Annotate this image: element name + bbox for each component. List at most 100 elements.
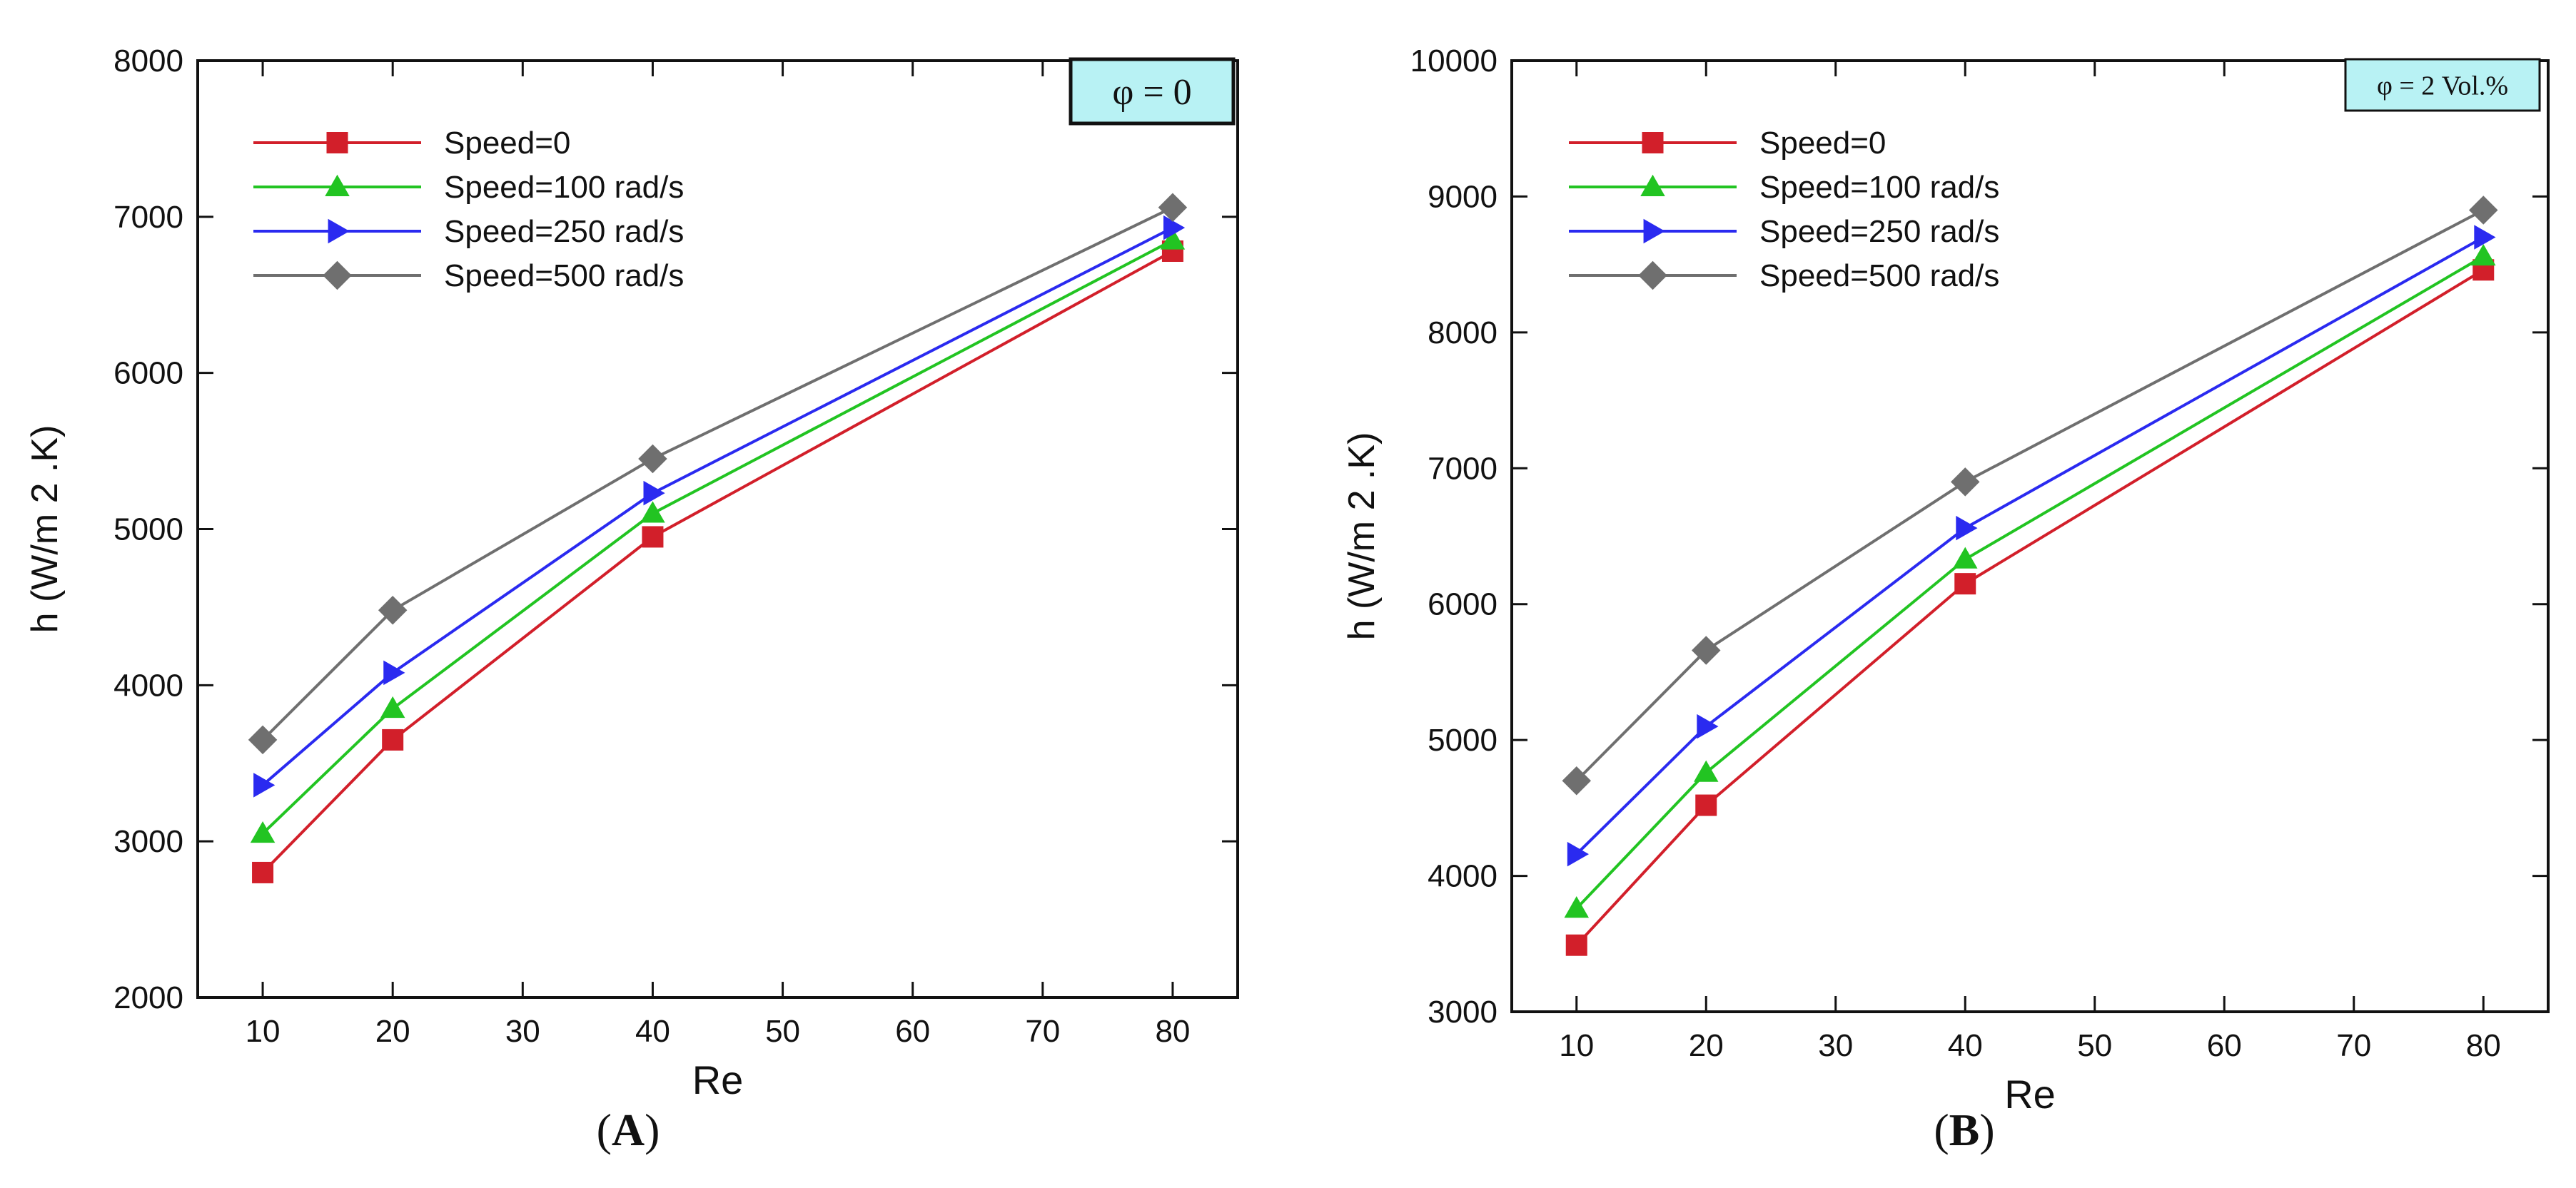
series-line (1575, 208, 2485, 782)
data-point (253, 773, 276, 798)
series-0 (1565, 259, 2495, 956)
data-point (250, 821, 276, 843)
y-tick-label: 4000 (113, 668, 183, 703)
series-line (261, 250, 1173, 874)
y-tick-label: 2000 (113, 980, 183, 1015)
data-point (1567, 841, 1589, 867)
data-point (1956, 515, 1978, 541)
series-line (1575, 268, 2485, 947)
data-point (642, 526, 664, 548)
legend: Speed=0 Speed=100 rad/s Speed=250 rad/s Spe… (253, 126, 684, 293)
y-tick-label: 5000 (1428, 723, 1497, 758)
x-tick-label: 50 (2077, 1028, 2112, 1063)
series-3 (248, 193, 1188, 755)
x-tick-label: 50 (765, 1014, 800, 1049)
data-point (1694, 760, 1719, 782)
phi-annotation-box (1069, 57, 1236, 126)
phi-annotation-text: φ = 2 Vol.% (2377, 71, 2508, 101)
series-3 (1562, 196, 2498, 796)
series-line (1575, 235, 2485, 856)
series-0 (252, 240, 1183, 883)
legend-marker (323, 260, 352, 290)
y-tick-label: 5000 (113, 512, 183, 547)
legend-marker (1642, 132, 1664, 153)
y-tick-label: 3000 (1428, 995, 1497, 1030)
legend-label: Speed=0 (444, 126, 570, 161)
legend-label: Speed=0 (1759, 126, 1886, 161)
series-line (261, 226, 1173, 786)
chart-panel-a: 10 20 30 40 50 60 70 80 2000 3000 4000 5000 6000 7000… (24, 44, 1239, 1155)
legend-marker (1643, 218, 1665, 244)
series-line (261, 205, 1173, 741)
y-tick-label: 9000 (1428, 179, 1497, 214)
series-2 (1567, 225, 2496, 867)
data-point (1695, 794, 1717, 816)
y-tick-label: 10000 (1410, 44, 1497, 78)
data-point (2471, 243, 2496, 266)
data-point (378, 596, 408, 625)
y-axis-label: h (W/m 2 .K) (1341, 432, 1383, 641)
data-point (643, 480, 665, 506)
series-line (261, 238, 1173, 835)
y-tick-label: 8000 (113, 44, 183, 78)
data-point (1692, 636, 1721, 665)
data-point (1158, 193, 1188, 222)
legend-label: Speed=250 rad/s (1759, 214, 1999, 249)
legend-marker (326, 132, 348, 153)
data-point (383, 660, 405, 686)
data-point (1564, 896, 1589, 918)
plot-frame (196, 59, 1239, 999)
data-point (2469, 196, 2498, 225)
x-tick-label: 70 (2336, 1028, 2371, 1063)
phi-annotation-text: φ = 0 (1112, 72, 1191, 113)
x-tick-label: 20 (1689, 1028, 1724, 1063)
data-point (1565, 934, 1587, 956)
y-tick-label: 7000 (1428, 451, 1497, 486)
data-point (1697, 714, 1719, 739)
y-tick-label: 4000 (1428, 859, 1497, 894)
y-tick-label: 6000 (113, 356, 183, 391)
x-tick-label: 10 (246, 1014, 281, 1049)
legend-marker (1638, 260, 1667, 290)
y-tick-label: 8000 (1428, 315, 1497, 350)
y-axis-label: h (W/m 2 .K) (24, 425, 66, 634)
plot-frame (1510, 59, 2550, 1013)
series-line (1575, 255, 2485, 910)
data-point (1163, 215, 1186, 240)
x-axis-label: Re (692, 1057, 744, 1102)
phi-annotation-box (2344, 58, 2541, 112)
x-tick-label: 80 (2466, 1028, 2501, 1063)
legend-label: Speed=100 rad/s (444, 170, 684, 205)
legend-marker (328, 218, 350, 244)
legend-marker (1640, 174, 1665, 196)
data-point (2474, 225, 2496, 250)
data-point (252, 861, 274, 883)
legend-label: Speed=100 rad/s (1759, 170, 1999, 205)
x-tick-label: 60 (2207, 1028, 2242, 1063)
data-point (640, 501, 665, 523)
data-point (1160, 228, 1186, 250)
legend-marker (325, 174, 350, 196)
x-tick-label: 70 (1025, 1014, 1060, 1049)
series-2 (253, 215, 1186, 798)
panel-label: (B) (1934, 1105, 1994, 1155)
panel-label: (A) (597, 1105, 660, 1155)
x-tick-label: 40 (1948, 1028, 1983, 1063)
legend: Speed=0 Speed=100 rad/s Speed=250 rad/s Spe… (1569, 126, 1999, 293)
x-axis-label: Re (2004, 1072, 2056, 1117)
y-tick-label: 3000 (113, 824, 183, 859)
legend-label: Speed=250 rad/s (444, 214, 684, 249)
legend-label: Speed=500 rad/s (1759, 258, 1999, 293)
data-point (248, 725, 278, 755)
x-tick-label: 10 (1559, 1028, 1594, 1063)
data-point (1562, 766, 1591, 796)
series-1 (250, 228, 1186, 843)
data-point (1951, 467, 1980, 497)
series-1 (1564, 243, 2496, 918)
x-tick-label: 30 (1818, 1028, 1853, 1063)
data-point (1953, 547, 1978, 569)
x-tick-label: 30 (505, 1014, 540, 1049)
legend-label: Speed=500 rad/s (444, 258, 684, 293)
y-tick-label: 7000 (113, 200, 183, 235)
